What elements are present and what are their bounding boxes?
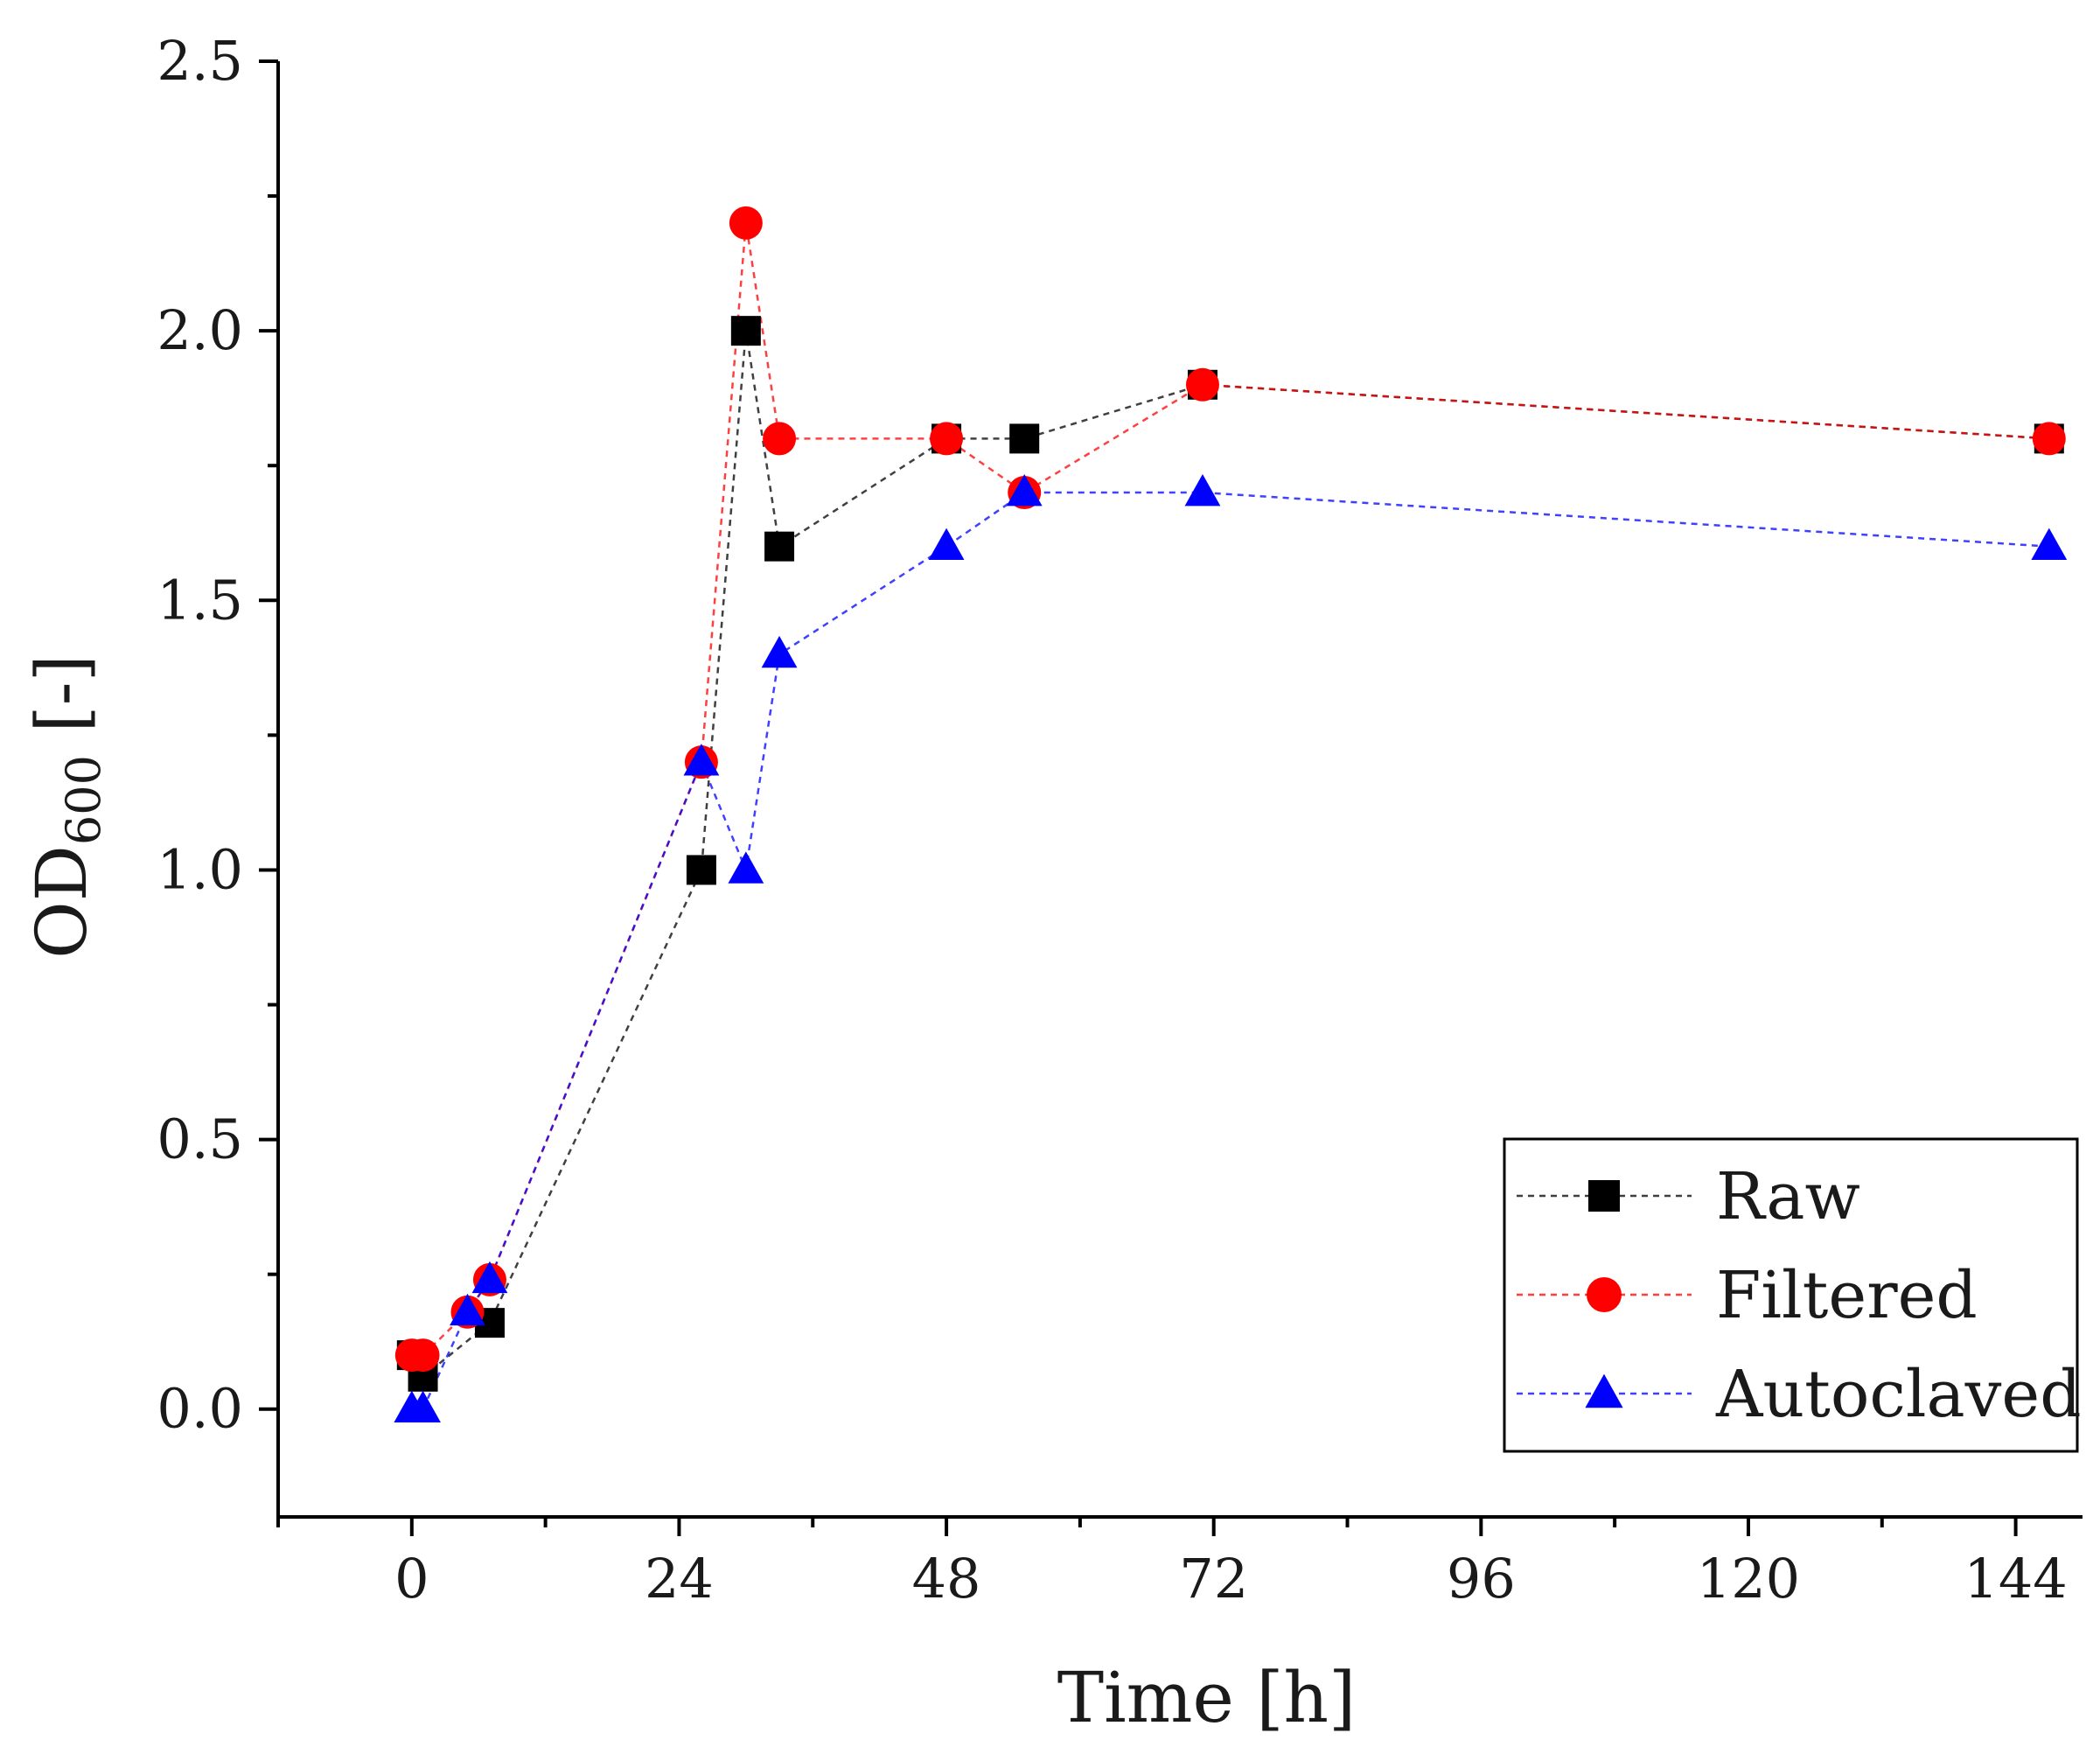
y-tick-label: 1.0 bbox=[157, 837, 243, 901]
legend-item-autoclaved: Autoclaved bbox=[1517, 1357, 2082, 1432]
x-tick-label: 72 bbox=[1179, 1547, 1248, 1611]
x-axis: 0 24 48 72 96 120 144 bbox=[276, 1517, 2068, 1611]
legend-item-filtered: Filtered bbox=[1517, 1258, 1978, 1333]
legend-marker-filtered bbox=[1587, 1277, 1622, 1312]
data-point-filtered bbox=[406, 1338, 440, 1373]
data-point-autoclaved bbox=[471, 1261, 508, 1294]
data-point-raw bbox=[764, 531, 795, 562]
y-axis-title-main: OD bbox=[21, 845, 102, 959]
data-point-filtered bbox=[729, 206, 763, 240]
data-point-autoclaved bbox=[761, 635, 798, 668]
legend-item-raw: Raw bbox=[1517, 1159, 1860, 1234]
y-tick-label: 0.5 bbox=[157, 1108, 243, 1171]
legend-marker-raw bbox=[1588, 1180, 1620, 1212]
y-axis-title-suffix: [-] bbox=[21, 654, 102, 755]
data-point-filtered bbox=[763, 422, 797, 456]
data-point-autoclaved bbox=[450, 1293, 485, 1326]
y-axis: 0.0 0.5 1.0 1.5 2.0 2.5 bbox=[157, 29, 278, 1441]
data-point-raw bbox=[730, 316, 761, 346]
data-point-autoclaved bbox=[1184, 473, 1221, 507]
data-point-autoclaved bbox=[2031, 528, 2068, 560]
axis-titles: Time [h] OD600 [-] bbox=[21, 654, 1356, 1738]
x-tick-label: 0 bbox=[394, 1547, 429, 1611]
y-axis-title: OD600 [-] bbox=[21, 654, 111, 959]
data-point-autoclaved bbox=[928, 528, 965, 560]
x-tick-label: 96 bbox=[1447, 1547, 1516, 1611]
data-point-filtered bbox=[930, 422, 964, 456]
y-tick-label: 0.0 bbox=[157, 1377, 243, 1441]
y-tick-label: 2.0 bbox=[157, 298, 243, 362]
y-tick-label: 2.5 bbox=[157, 29, 243, 93]
data-point-raw bbox=[1009, 423, 1040, 454]
data-point-filtered bbox=[1185, 367, 1219, 402]
y-tick-label: 1.5 bbox=[157, 568, 243, 632]
legend-label-raw: Raw bbox=[1716, 1159, 1860, 1234]
legend: Raw Filtered Autoclaved bbox=[1503, 1137, 2082, 1453]
data-point-autoclaved bbox=[683, 744, 720, 776]
legend-marker-autoclaved bbox=[1585, 1373, 1623, 1408]
data-point-autoclaved bbox=[1006, 473, 1043, 507]
x-tick-label: 144 bbox=[1964, 1547, 2067, 1611]
series-layer bbox=[394, 206, 2068, 1423]
data-point-autoclaved bbox=[728, 851, 764, 884]
data-point-filtered bbox=[2032, 422, 2066, 456]
x-tick-label: 120 bbox=[1697, 1547, 1800, 1611]
x-tick-label: 48 bbox=[912, 1547, 981, 1611]
x-tick-label: 24 bbox=[645, 1547, 714, 1611]
x-axis-title: Time [h] bbox=[1057, 1657, 1357, 1738]
y-axis-title-subscript: 600 bbox=[56, 755, 111, 845]
data-point-autoclaved bbox=[405, 1390, 441, 1423]
data-point-raw bbox=[686, 855, 716, 885]
legend-label-filtered: Filtered bbox=[1716, 1258, 1978, 1333]
legend-label-autoclaved: Autoclaved bbox=[1715, 1357, 2082, 1432]
series-points-autoclaved bbox=[394, 473, 2068, 1423]
